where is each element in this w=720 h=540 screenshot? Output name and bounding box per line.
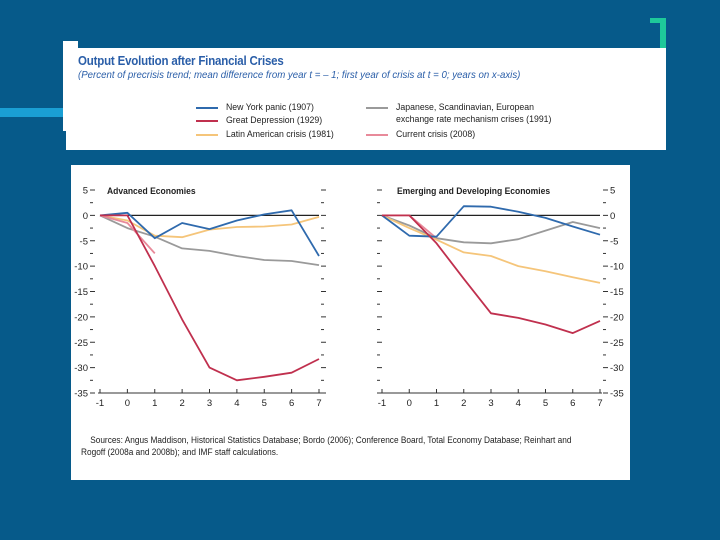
x-tick-label: 5 — [262, 398, 267, 409]
y-tick-label: -10 — [610, 262, 624, 273]
x-tick-label: 0 — [407, 398, 412, 409]
legend-swatch — [366, 107, 388, 109]
y-tick-label: -5 — [80, 236, 88, 247]
panel-title: Emerging and Developing Economies — [397, 186, 550, 197]
series-line — [381, 205, 601, 238]
sources-line: Rogoff (2008a and 2008b); and IMF staff … — [81, 447, 279, 457]
y-tick-label: 0 — [610, 211, 615, 222]
decorative-corner-mark-vertical — [660, 18, 666, 48]
series-line — [99, 209, 320, 257]
legend-label: Great Depression (1929) — [226, 115, 323, 126]
legend-label: New York panic (1907) — [226, 102, 314, 113]
legend-label: Japanese, Scandinavian, European — [396, 102, 535, 113]
y-tick-label: 5 — [610, 186, 615, 197]
legend-label: Current crisis (2008) — [396, 129, 476, 140]
y-tick-label: -10 — [74, 262, 88, 273]
y-tick-label: -35 — [74, 389, 88, 400]
y-tick-label: -15 — [610, 287, 624, 298]
y-tick-label: -25 — [74, 338, 88, 349]
advanced-economies-chart: Advanced Economies 50-5-10-15-20-25-30-3… — [74, 186, 326, 409]
y-tick-label: 0 — [83, 211, 88, 222]
y-tick-label: -25 — [610, 338, 624, 349]
y-tick-label: 5 — [83, 186, 88, 197]
legend-label: Latin American crisis (1981) — [226, 129, 334, 140]
series-line — [382, 214, 601, 335]
series-line — [381, 214, 601, 284]
x-tick-label: 4 — [234, 398, 239, 409]
x-tick-label: 1 — [434, 398, 439, 409]
x-tick-label: -1 — [96, 398, 104, 409]
decorative-accent-bar — [0, 108, 70, 117]
x-tick-label: -1 — [378, 398, 386, 409]
y-tick-label: -30 — [610, 363, 624, 374]
y-tick-label: -30 — [74, 363, 88, 374]
y-tick-label: -20 — [74, 312, 88, 323]
x-tick-label: 6 — [570, 398, 575, 409]
x-tick-label: 7 — [316, 398, 321, 409]
x-tick-label: 3 — [207, 398, 212, 409]
charts-svg: Advanced Economies 50-5-10-15-20-25-30-3… — [74, 186, 624, 410]
emerging-economies-chart: Emerging and Developing Economies 5 0 -5 -1… — [377, 186, 624, 409]
figure-subtitle: (Percent of precrisis trend; mean differ… — [78, 69, 521, 81]
y-tick-label: -35 — [610, 389, 624, 400]
chart-header-panel: Output Evolution after Financial Crises … — [66, 48, 666, 150]
decorative-corner-tab — [63, 41, 78, 49]
y-tick-label: -5 — [610, 236, 618, 247]
y-tick-label: -20 — [610, 312, 624, 323]
sources-line: Sources: Angus Maddison, Historical Stat… — [90, 435, 572, 445]
x-tick-label: 3 — [488, 398, 493, 409]
x-tick-label: 1 — [152, 398, 157, 409]
legend-swatch — [196, 120, 218, 122]
legend-label-continued: exchange rate mechanism crises (1991) — [396, 114, 552, 125]
x-tick-label: 5 — [543, 398, 548, 409]
x-tick-label: 2 — [179, 398, 184, 409]
sources-note: Sources: Angus Maddison, Historical Stat… — [81, 434, 578, 458]
x-tick-label: 2 — [461, 398, 466, 409]
series-line — [99, 214, 156, 255]
x-tick-label: 4 — [516, 398, 521, 409]
figure-title: Output Evolution after Financial Crises — [78, 54, 284, 68]
x-tick-label: 6 — [289, 398, 294, 409]
charts-panel: Advanced Economies 5 0 -5 -10 -15 -20 -25 -30 -3… — [71, 165, 630, 480]
series-line — [381, 214, 601, 245]
panel-title: Advanced Economies — [107, 186, 196, 197]
y-tick-label: -15 — [74, 287, 88, 298]
legend-swatch — [196, 134, 218, 136]
legend-swatch — [366, 134, 388, 136]
legend-swatch — [196, 107, 218, 109]
x-tick-label: 7 — [597, 398, 602, 409]
decorative-corner-mark — [650, 18, 666, 23]
series-line — [100, 214, 320, 382]
x-tick-label: 0 — [125, 398, 130, 409]
